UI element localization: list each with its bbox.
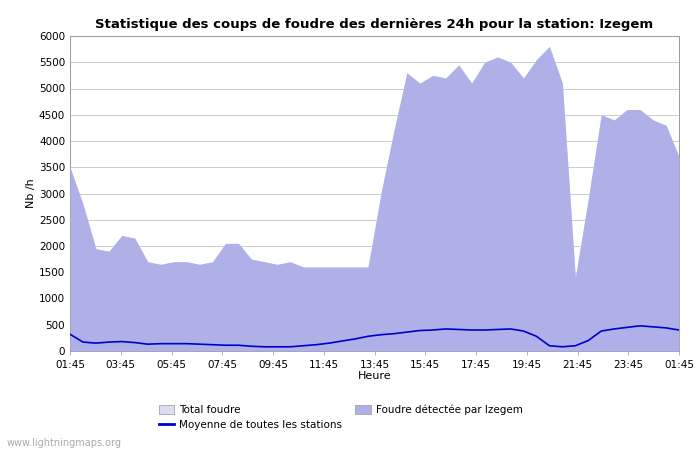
Text: www.lightningmaps.org: www.lightningmaps.org [7,438,122,448]
X-axis label: Heure: Heure [358,371,391,382]
Title: Statistique des coups de foudre des dernières 24h pour la station: Izegem: Statistique des coups de foudre des dern… [95,18,654,31]
Legend: Total foudre, Moyenne de toutes les stations, Foudre détectée par Izegem: Total foudre, Moyenne de toutes les stat… [155,400,527,434]
Y-axis label: Nb /h: Nb /h [26,179,36,208]
